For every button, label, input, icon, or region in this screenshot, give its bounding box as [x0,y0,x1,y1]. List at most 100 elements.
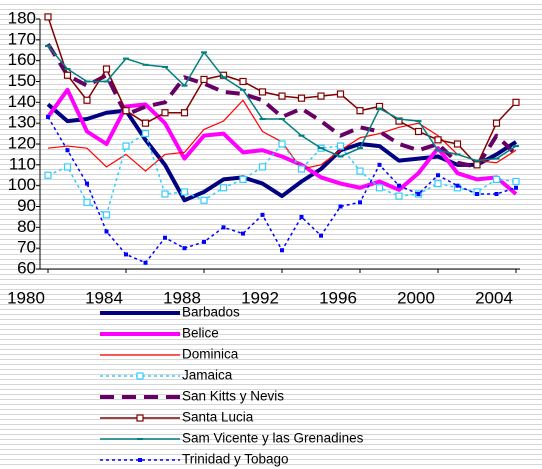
marker [180,109,189,117]
marker [514,185,518,190]
marker [161,109,169,117]
marker [239,175,247,184]
marker [102,65,111,73]
marker [435,149,441,152]
marker [297,94,306,102]
marker [44,13,52,21]
marker [123,57,129,60]
marker [298,134,305,137]
marker [122,107,130,115]
marker [102,211,111,219]
marker [319,233,323,238]
marker [143,260,148,265]
marker [512,98,520,106]
marker [142,63,149,66]
marker [377,162,382,167]
marker [493,157,500,160]
marker [474,159,480,162]
marker [200,196,208,204]
marker [278,92,286,100]
marker [138,458,142,462]
y-tick-label: 180 [8,8,36,27]
marker [397,183,401,188]
marker [45,45,51,48]
y-tick-label: 90 [17,196,36,215]
marker [122,142,130,150]
marker [141,129,150,138]
marker [280,248,284,253]
y-tick-label: 130 [8,113,36,132]
marker [454,153,461,156]
y-tick-label: 120 [8,133,36,152]
y-tick-label: 110 [9,154,36,173]
marker [299,214,304,219]
marker [358,200,362,205]
marker [278,140,286,148]
marker [376,107,383,110]
marker [219,184,228,192]
legend-label: Trinidad y Tobago [182,452,289,467]
marker [356,107,364,115]
marker [436,173,440,178]
y-tick-label: 100 [8,175,36,194]
x-tick-label: 1980 [7,288,45,307]
marker [357,147,363,150]
x-tick-label: 1988 [163,288,201,307]
y-tick-label: 150 [8,71,36,90]
marker [163,235,167,240]
marker [162,65,168,68]
legend-label: Jamaica [182,368,233,383]
marker [221,225,226,230]
legend-label: Barbados [182,305,240,320]
marker [492,175,501,184]
marker [259,118,266,120]
marker [103,80,110,83]
marker [318,147,324,150]
marker [180,188,189,196]
marker [258,163,267,171]
marker [241,231,245,236]
marker [337,155,344,158]
marker [279,118,285,120]
x-tick-label: 2000 [397,288,435,307]
marker [161,190,169,198]
marker [475,192,479,196]
x-tick-label: 2004 [475,288,513,307]
marker [336,90,345,98]
marker [202,239,206,244]
marker [85,181,89,186]
marker [240,88,246,91]
series-line [46,87,518,196]
marker [141,119,150,127]
y-tick-label: 70 [17,238,36,257]
marker [83,96,91,104]
marker [239,77,247,86]
legend-label: Santa Lucia [182,410,254,425]
marker [181,84,188,87]
marker [44,171,52,179]
legend-label: Belice [182,326,219,341]
legend-label: Dominica [182,347,239,362]
marker [124,252,128,257]
marker [220,76,227,79]
marker [83,198,91,206]
marker [416,192,421,196]
marker [395,192,403,200]
marker [200,75,208,84]
marker [434,179,442,188]
marker [356,167,364,175]
legend-label: Sam Vicente y las Grenadines [182,431,364,446]
marker [336,142,345,150]
x-tick-label: 1984 [85,288,123,307]
marker [512,177,520,186]
marker [297,165,306,173]
marker [260,212,265,217]
marker [84,80,90,83]
marker [453,140,462,148]
marker [455,183,460,188]
marker [201,51,207,54]
marker [182,246,187,251]
marker [338,204,343,209]
marker [64,68,71,70]
marker [63,71,72,79]
